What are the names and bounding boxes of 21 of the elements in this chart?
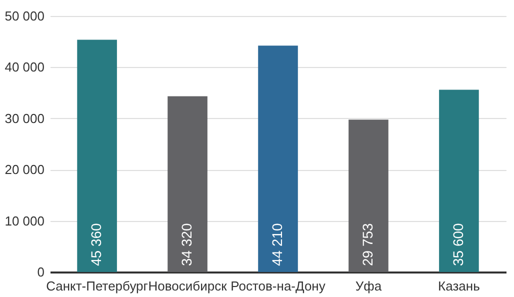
bar xyxy=(348,120,388,272)
x-tick-label: Санкт-Петербург xyxy=(46,278,148,294)
y-tick-label: 50 000 xyxy=(4,8,44,24)
x-tick-label: Ростов-на-Дону xyxy=(230,278,326,294)
data-label: 34 320 xyxy=(178,222,195,266)
x-tick-label: Новосибирск xyxy=(148,278,228,294)
x-tick-label: Уфа xyxy=(355,278,382,294)
x-tick-label: Казань xyxy=(438,278,480,294)
bar xyxy=(439,90,479,272)
y-tick-label: 40 000 xyxy=(4,60,44,75)
bar xyxy=(168,96,208,272)
data-label: 45 360 xyxy=(88,222,104,266)
y-tick-label: 10 000 xyxy=(4,213,44,228)
data-label: 35 600 xyxy=(450,222,466,266)
y-tick-label: 0 xyxy=(37,264,44,280)
y-tick-label: 30 000 xyxy=(4,110,44,126)
y-tick-label: 20 000 xyxy=(4,162,44,178)
bar xyxy=(77,40,117,272)
data-label: 44 210 xyxy=(269,222,285,266)
bar xyxy=(258,46,298,272)
data-label: 29 753 xyxy=(359,222,376,266)
